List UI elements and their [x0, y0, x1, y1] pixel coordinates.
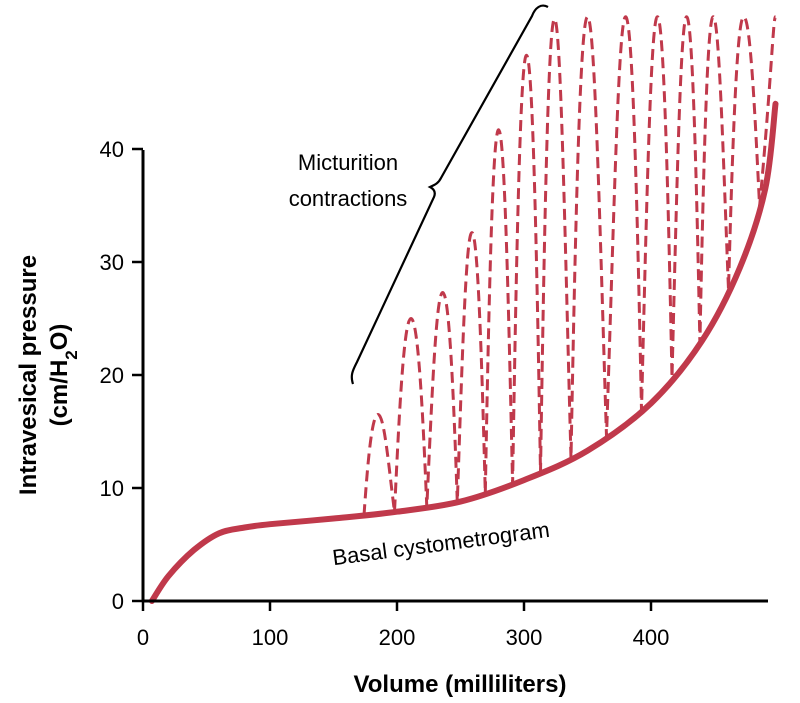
- y-tick-label: 40: [100, 137, 124, 162]
- ticks: 0 100 200 300 400 0 10 20 30 40: [100, 137, 670, 650]
- x-tick-label: 200: [379, 625, 416, 650]
- contractions-label-line2: contractions: [289, 186, 408, 211]
- x-tick-label: 400: [633, 625, 670, 650]
- y-tick-label: 0: [112, 589, 124, 614]
- contractions-label-line1: Micturition: [298, 150, 398, 175]
- micturition-contractions-line: [362, 15, 777, 516]
- x-tick-label: 100: [252, 625, 289, 650]
- plot-area: [148, 15, 779, 604]
- y-tick-label: 10: [100, 476, 124, 501]
- x-tick-label: 300: [506, 625, 543, 650]
- y-axis-label-line1: Intravesical pressure: [15, 255, 42, 495]
- y-axis-label-suffix: O): [46, 324, 73, 351]
- x-tick-label: 0: [137, 625, 149, 650]
- basal-cystometrogram-line: [148, 100, 779, 604]
- y-axis-label-prefix: (cm/H: [46, 360, 73, 427]
- y-tick-label: 20: [100, 363, 124, 388]
- y-axis-label-group: Intravesical pressure (cm/H2O): [15, 255, 81, 495]
- contractions-bracket: [350, 4, 549, 385]
- y-axis-label-sub: 2: [62, 350, 81, 359]
- y-axis-label-line2: (cm/H2O): [46, 324, 81, 427]
- basal-label: Basal cystometrogram: [331, 517, 551, 570]
- y-tick-label: 30: [100, 250, 124, 275]
- x-axis-label: Volume (milliliters): [354, 671, 567, 698]
